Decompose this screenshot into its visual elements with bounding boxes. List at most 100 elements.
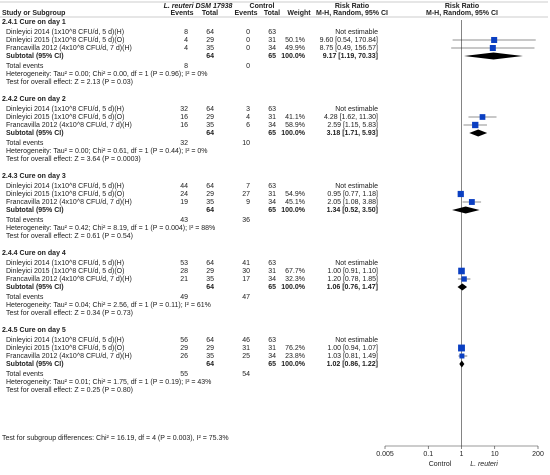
total-events-e2: 0 (246, 63, 250, 70)
study-e1: 26 (180, 353, 188, 360)
subgroup-title: 2.4.4 Cure on day 4 (2, 250, 66, 257)
study-n1: 35 (206, 276, 214, 283)
study-name: Dinleyici 2014 (1x10^8 CFU/d, 5 d)(H) (6, 183, 124, 190)
study-e2: 3 (246, 106, 250, 113)
study-weight: 49.9% (285, 45, 305, 52)
study-n2: 63 (268, 260, 276, 267)
study-n2: 31 (268, 191, 276, 198)
study-weight: 54.9% (285, 191, 305, 198)
study-n2: 34 (268, 45, 276, 52)
study-n1: 35 (206, 353, 214, 360)
study-ci: 0.95 [0.77, 1.18] (327, 191, 378, 198)
study-e1: 4 (184, 45, 188, 52)
total-events-e1: 32 (180, 140, 188, 147)
subtotal-diamond (459, 360, 465, 368)
header-group1: L. reuteri DSM 17938 (164, 3, 233, 10)
header-method: M-H, Random, 95% CI (426, 10, 498, 17)
study-e2: 17 (242, 276, 250, 283)
subtotal-n1: 64 (206, 207, 214, 214)
total-events-name: Total events (6, 294, 44, 301)
total-events-e2: 36 (242, 217, 250, 224)
study-e2: 46 (242, 337, 250, 344)
study-weight: 58.9% (285, 122, 305, 129)
total-events-e1: 55 (180, 371, 188, 378)
study-n1: 35 (206, 45, 214, 52)
study-n1: 64 (206, 29, 214, 36)
total-events-e1: 43 (180, 217, 188, 224)
study-name: Francavilla 2012 (4x10^8 CFU/d, 7 d)(H) (6, 353, 132, 360)
subtotal-n1: 64 (206, 130, 214, 137)
study-n1: 35 (206, 122, 214, 129)
study-e2: 27 (242, 191, 250, 198)
subtotal-ci: 1.06 [0.76, 1.47] (327, 284, 378, 291)
subgroup-title: 2.4.1 Cure on day 1 (2, 19, 66, 26)
study-ci: 1.00 [0.91, 1.10] (327, 268, 378, 275)
effect-square (457, 190, 464, 198)
total-events-name: Total events (6, 140, 44, 147)
subtotal-weight: 100.0% (281, 130, 306, 137)
header-effect: Risk Ratio (445, 3, 479, 10)
header-total: Total (264, 10, 280, 17)
study-n2: 31 (268, 114, 276, 121)
study-e1: 28 (180, 268, 188, 275)
total-events-name: Total events (6, 63, 44, 70)
x-tick-label: 200 (532, 451, 544, 458)
study-n2: 63 (268, 29, 276, 36)
study-name: Dinleyici 2014 (1x10^8 CFU/d, 5 d)(H) (6, 337, 124, 344)
study-n2: 63 (268, 183, 276, 190)
study-n2: 31 (268, 268, 276, 275)
study-e1: 4 (184, 37, 188, 44)
subtotal-weight: 100.0% (281, 53, 306, 60)
x-tick-label: 0.005 (376, 451, 394, 458)
subtotal-diamond (452, 206, 480, 214)
study-e2: 31 (242, 345, 250, 352)
subtotal-weight: 100.0% (281, 361, 306, 368)
subtotal-n2: 65 (268, 284, 276, 291)
study-n2: 34 (268, 276, 276, 283)
overall-effect: Test for overall effect: Z = 3.64 (P = 0… (6, 156, 141, 163)
study-e1: 24 (180, 191, 188, 198)
subgroup-title: 2.4.3 Cure on day 3 (2, 173, 66, 180)
header-events: Events (235, 10, 258, 17)
study-weight: 32.3% (285, 276, 305, 283)
study-e1: 44 (180, 183, 188, 190)
heterogeneity: Heterogeneity: Tau² = 0.00; Chi² = 0.00,… (6, 71, 208, 78)
study-ci: Not estimable (335, 29, 378, 36)
study-name: Dinleyici 2014 (1x10^8 CFU/d, 5 d)(H) (6, 29, 124, 36)
subtotal-ci: 9.17 [1.19, 70.33] (323, 53, 378, 60)
study-weight: 41.1% (285, 114, 305, 121)
study-e2: 25 (242, 353, 250, 360)
subtotal-diamond (457, 283, 468, 291)
study-n1: 29 (206, 345, 214, 352)
total-events-e1: 8 (184, 63, 188, 70)
study-ci: 4.28 [1.62, 11.30] (324, 114, 378, 121)
subtotal-name: Subtotal (95% CI) (6, 207, 64, 214)
total-events-e2: 47 (242, 294, 250, 301)
study-e1: 16 (180, 114, 188, 121)
subtotal-weight: 100.0% (281, 207, 306, 214)
study-e2: 6 (246, 122, 250, 129)
study-e1: 32 (180, 106, 188, 113)
study-name: Dinleyici 2015 (1x10^8 CFU/d, 5 d)(O) (6, 345, 124, 352)
study-ci: 8.75 [0.49, 156.57] (320, 45, 378, 52)
study-ci: 1.20 [0.78, 1.85] (327, 276, 378, 283)
study-name: Dinleyici 2014 (1x10^8 CFU/d, 5 d)(H) (6, 106, 124, 113)
study-name: Dinleyici 2015 (1x10^8 CFU/d, 5 d)(O) (6, 191, 124, 198)
study-ci: 1.00 [0.94, 1.07] (327, 345, 378, 352)
subtotal-name: Subtotal (95% CI) (6, 130, 64, 137)
subtotal-name: Subtotal (95% CI) (6, 53, 64, 60)
subtotal-name: Subtotal (95% CI) (6, 284, 64, 291)
subtotal-n2: 65 (268, 361, 276, 368)
study-n2: 63 (268, 106, 276, 113)
study-e2: 7 (246, 183, 250, 190)
study-name: Francavilla 2012 (4x10^8 CFU/d, 7 d)(H) (6, 45, 132, 52)
study-e1: 16 (180, 122, 188, 129)
heterogeneity: Heterogeneity: Tau² = 0.00; Chi² = 0.61,… (6, 148, 208, 155)
study-e1: 56 (180, 337, 188, 344)
study-n1: 29 (206, 191, 214, 198)
header-total: Total (202, 10, 218, 17)
x-right-label: L. reuteri (470, 461, 498, 468)
subtotal-n2: 65 (268, 207, 276, 214)
study-name: Dinleyici 2015 (1x10^8 CFU/d, 5 d)(O) (6, 114, 124, 121)
